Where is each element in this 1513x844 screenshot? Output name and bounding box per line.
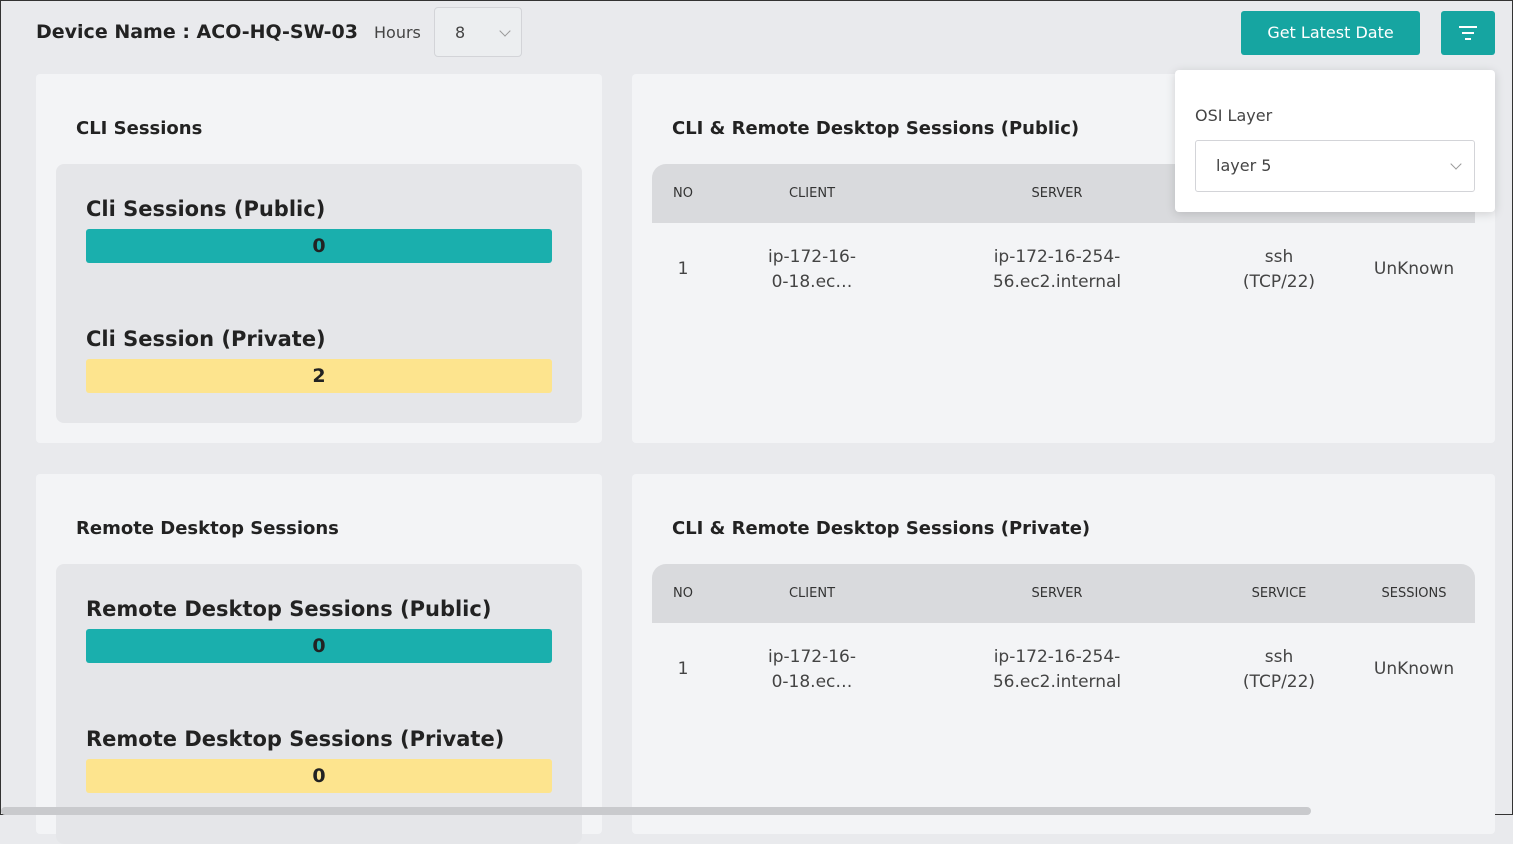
column-header: SERVER: [1031, 586, 1083, 601]
bar-label: Remote Desktop Sessions (Public): [86, 597, 492, 621]
column-header: SERVICE: [1251, 586, 1307, 601]
bar: 0: [86, 629, 552, 663]
popup-label: OSI Layer: [1195, 106, 1273, 125]
column-header: NO: [673, 186, 693, 201]
bar-label: Cli Sessions (Public): [86, 197, 326, 221]
filter-button[interactable]: [1441, 11, 1495, 55]
page: {"header": {"device_label": "Device Name…: [0, 0, 1513, 815]
card-title: Remote Desktop Sessions: [76, 518, 339, 539]
bar: 0: [86, 759, 552, 793]
table-cell: ip-172-16-254-56.ec2.internal: [992, 247, 1122, 292]
scrollbar[interactable]: [1, 807, 1311, 815]
column-header: CLIENT: [788, 586, 836, 601]
table-cell: 1: [677, 659, 689, 679]
bar: 2: [86, 359, 552, 393]
hours-value: 8: [455, 23, 466, 42]
bar-label: Remote Desktop Sessions (Private): [86, 727, 505, 751]
filter-popup: OSI Layer layer 5: [1175, 70, 1495, 212]
column-header: CLIENT: [788, 186, 836, 201]
table-cell: ssh (TCP/22): [1242, 247, 1316, 292]
table-cell: UnKnown: [1373, 259, 1455, 279]
table-cell: ip-172-16-0-18.ec…: [768, 647, 856, 692]
table-cell: ip-172-16-254-56.ec2.internal: [992, 647, 1122, 692]
table-cell: ip-172-16-0-18.ec…: [768, 247, 856, 292]
chevron: [499, 25, 511, 37]
device-name: Device Name : ACO-HQ-SW-03: [36, 21, 358, 43]
column-header: SESSIONS: [1381, 586, 1447, 601]
bar: 0: [86, 229, 552, 263]
table-header: [652, 564, 1475, 623]
get-latest-button[interactable]: Get Latest Date: [1241, 11, 1420, 55]
table-cell: UnKnown: [1373, 659, 1455, 679]
panel: [56, 564, 582, 844]
table-title: CLI & Remote Desktop Sessions (Public): [672, 118, 1080, 139]
bar-label: Cli Session (Private): [86, 327, 326, 351]
osi-value: layer 5: [1216, 156, 1272, 175]
private-card: [632, 474, 1495, 834]
column-header: NO: [673, 586, 693, 601]
osi-select[interactable]: layer 5: [1195, 140, 1475, 192]
table-title: CLI & Remote Desktop Sessions (Private): [672, 518, 1091, 539]
hours-label: Hours: [374, 23, 421, 42]
chevron: [1450, 158, 1462, 170]
hours-select[interactable]: 8: [434, 7, 522, 57]
table-cell: 1: [677, 259, 689, 279]
column-header: SERVER: [1031, 186, 1083, 201]
table-cell: ssh (TCP/22): [1242, 647, 1316, 692]
card-title: CLI Sessions: [76, 118, 203, 139]
